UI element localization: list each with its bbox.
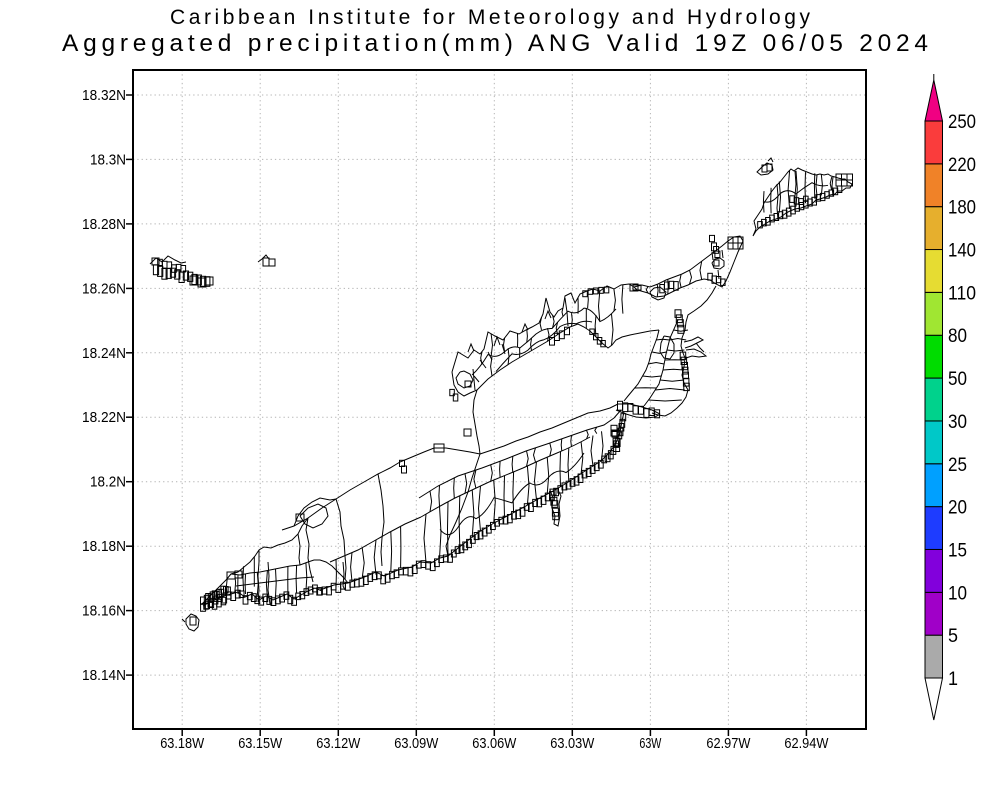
- svg-text:5: 5: [948, 626, 958, 647]
- svg-text:18.3N: 18.3N: [90, 152, 126, 168]
- svg-text:250: 250: [948, 112, 976, 133]
- svg-text:62.97W: 62.97W: [706, 736, 750, 752]
- svg-text:18.32N: 18.32N: [82, 88, 126, 104]
- svg-text:Caribbean Institute for Meteor: Caribbean Institute for Meteorology and …: [170, 6, 811, 29]
- svg-text:63.03W: 63.03W: [550, 736, 594, 752]
- svg-text:18.22N: 18.22N: [82, 410, 126, 426]
- svg-text:63.18W: 63.18W: [160, 736, 204, 752]
- svg-text:18.18N: 18.18N: [82, 539, 126, 555]
- svg-text:63W: 63W: [639, 736, 661, 752]
- svg-text:180: 180: [948, 198, 976, 219]
- svg-text:63.09W: 63.09W: [394, 736, 438, 752]
- svg-text:220: 220: [948, 155, 976, 176]
- svg-text:63.06W: 63.06W: [472, 736, 516, 752]
- svg-text:10: 10: [948, 583, 967, 604]
- svg-text:110: 110: [948, 283, 976, 304]
- svg-text:50: 50: [948, 369, 967, 390]
- svg-text:15: 15: [948, 541, 967, 562]
- svg-text:25: 25: [948, 455, 967, 476]
- svg-text:18.28N: 18.28N: [82, 217, 126, 233]
- svg-text:140: 140: [948, 241, 976, 262]
- svg-text:62.94W: 62.94W: [784, 736, 828, 752]
- svg-text:18.14N: 18.14N: [82, 668, 126, 684]
- svg-text:20: 20: [948, 498, 967, 519]
- svg-text:1: 1: [948, 669, 958, 690]
- svg-text:18.26N: 18.26N: [82, 281, 126, 297]
- svg-text:80: 80: [948, 326, 967, 347]
- svg-text:Aggregated precipitation(mm) A: Aggregated precipitation(mm) ANG Valid 1…: [62, 30, 928, 57]
- svg-text:18.16N: 18.16N: [82, 604, 126, 620]
- svg-text:18.24N: 18.24N: [82, 346, 126, 362]
- svg-text:63.12W: 63.12W: [316, 736, 360, 752]
- svg-text:18.2N: 18.2N: [90, 475, 126, 491]
- svg-text:30: 30: [948, 412, 967, 433]
- svg-text:63.15W: 63.15W: [238, 736, 282, 752]
